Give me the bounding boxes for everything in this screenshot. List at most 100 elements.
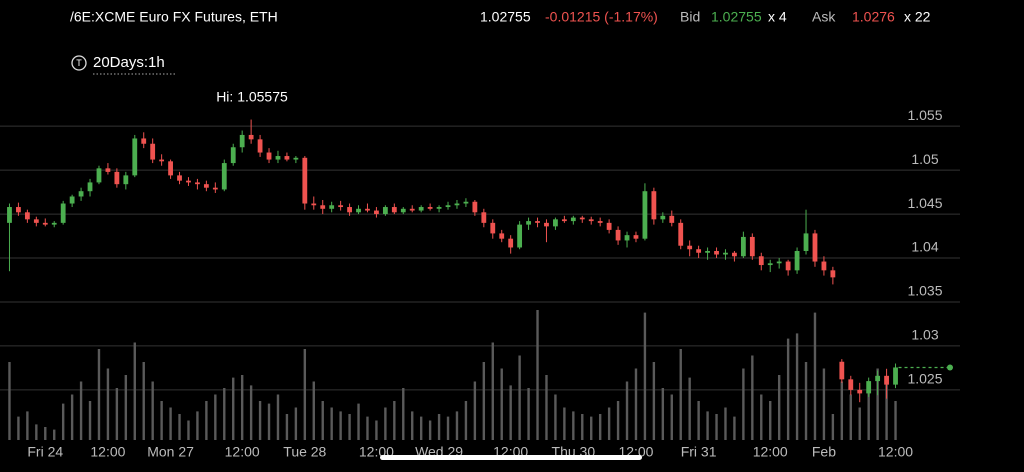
volume-bar bbox=[670, 394, 673, 440]
candle-body bbox=[230, 147, 236, 164]
volume-bar bbox=[876, 368, 879, 440]
volume-bar bbox=[769, 401, 772, 440]
volume-bar bbox=[598, 414, 602, 440]
volume-bar bbox=[858, 407, 861, 440]
candle-body bbox=[669, 215, 675, 223]
volume-bar bbox=[894, 401, 897, 440]
candle-body bbox=[266, 152, 272, 160]
candle-body bbox=[839, 361, 845, 380]
candle-body bbox=[660, 215, 666, 220]
candle-body bbox=[517, 224, 523, 248]
volume-bar bbox=[294, 407, 298, 440]
symbol[interactable]: /6E:XCME Euro FX Futures, ETH bbox=[70, 9, 278, 25]
candle-body bbox=[624, 235, 630, 241]
candle-body bbox=[427, 207, 433, 209]
candle-body bbox=[606, 222, 612, 230]
volume-bar bbox=[375, 420, 378, 440]
y-tick-label: 1.035 bbox=[907, 283, 942, 299]
volume-bar bbox=[813, 312, 817, 440]
volume-bar bbox=[97, 349, 101, 440]
volume-bar bbox=[160, 401, 163, 440]
volume-bar bbox=[196, 411, 199, 440]
volume-bar bbox=[831, 414, 835, 440]
candle-body bbox=[579, 217, 585, 220]
volume-bar bbox=[8, 362, 11, 440]
bid-label: Bid bbox=[680, 9, 700, 25]
y-tick-label: 1.03 bbox=[911, 327, 938, 343]
y-tick-label: 1.05 bbox=[911, 151, 938, 167]
volume-bar bbox=[473, 381, 477, 440]
x-tick-label: Fri 31 bbox=[681, 444, 717, 460]
candle-body bbox=[186, 180, 191, 183]
volume-bar bbox=[366, 416, 369, 440]
volume-bar bbox=[402, 388, 405, 440]
candle-body bbox=[723, 252, 728, 255]
candle-body bbox=[400, 208, 406, 213]
x-tick-label: 12:00 bbox=[90, 444, 125, 460]
x-tick-label: Feb bbox=[812, 444, 836, 460]
candle-body bbox=[51, 222, 57, 225]
candle-body bbox=[821, 261, 827, 271]
volume-bar bbox=[151, 381, 154, 440]
volume-bar bbox=[518, 355, 521, 440]
interval[interactable]: 20Days:1h bbox=[93, 54, 165, 71]
candle-body bbox=[329, 205, 335, 209]
candle-body bbox=[16, 207, 21, 213]
volume-bar bbox=[751, 355, 754, 440]
candle-body bbox=[302, 157, 308, 204]
volume-bar bbox=[697, 401, 700, 440]
volume-bar bbox=[661, 388, 665, 440]
volume-bar bbox=[44, 427, 47, 440]
candle-body bbox=[714, 250, 719, 255]
volume-bar bbox=[643, 312, 647, 440]
volume-bar bbox=[536, 310, 539, 440]
candle-body bbox=[60, 203, 66, 223]
candle-body bbox=[257, 139, 263, 153]
candle-body bbox=[409, 208, 415, 211]
candle-body bbox=[284, 156, 290, 160]
last-price: 1.02755 bbox=[480, 9, 531, 25]
volume-bar bbox=[688, 377, 691, 440]
interval-icon[interactable] bbox=[71, 55, 87, 71]
volume-bar bbox=[115, 388, 119, 440]
candle-body bbox=[508, 238, 514, 248]
volume-bar bbox=[205, 401, 208, 440]
candle-body bbox=[463, 201, 469, 204]
volume-bar bbox=[446, 416, 450, 440]
volume-bar bbox=[411, 411, 414, 440]
volume-bar bbox=[276, 394, 280, 440]
volume-bar bbox=[240, 375, 244, 440]
x-tick-label: 12:00 bbox=[753, 444, 788, 460]
volume-bar bbox=[428, 420, 432, 440]
volume-bar bbox=[17, 416, 20, 440]
volume-bar bbox=[321, 401, 324, 440]
volume-bar bbox=[258, 401, 262, 440]
candle-body bbox=[535, 221, 540, 223]
volume-bar bbox=[330, 407, 333, 440]
volume-bar bbox=[786, 338, 790, 440]
candle-body bbox=[615, 229, 621, 241]
y-tick-label: 1.04 bbox=[911, 239, 938, 255]
y-tick-label: 1.045 bbox=[907, 195, 942, 211]
volume-bar bbox=[249, 385, 253, 440]
volume-bar bbox=[563, 407, 566, 440]
candle-body bbox=[203, 184, 209, 188]
candle-body bbox=[365, 208, 370, 211]
y-tick-label: 1.025 bbox=[907, 371, 942, 387]
ask-size: x 22 bbox=[904, 9, 931, 25]
candle-body bbox=[195, 182, 200, 185]
candle-body bbox=[7, 207, 12, 223]
volume-bar bbox=[384, 407, 387, 440]
candle-body bbox=[687, 245, 693, 250]
volume-bar bbox=[393, 401, 396, 440]
candle-body bbox=[69, 196, 75, 204]
candle-body bbox=[132, 138, 138, 176]
candle-body bbox=[275, 156, 281, 160]
volume-bar bbox=[634, 368, 638, 440]
candle-body bbox=[141, 138, 147, 144]
volume-bar bbox=[554, 394, 557, 440]
volume-bar bbox=[464, 401, 468, 440]
volume-bar bbox=[455, 411, 459, 440]
candle-body bbox=[732, 252, 737, 257]
